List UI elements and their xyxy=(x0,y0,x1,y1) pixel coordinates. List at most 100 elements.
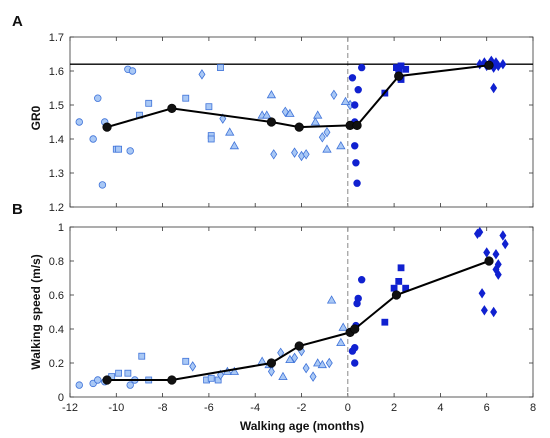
panel-b-data-point-diamond xyxy=(325,357,333,369)
panel-a-data-point-diamond xyxy=(291,147,299,158)
panel-a-data-point-diamond xyxy=(281,106,289,118)
panel-b-data-point-square xyxy=(397,264,405,272)
panel-b-mean-point xyxy=(350,324,360,334)
panel-b-data-point-diamond xyxy=(476,226,484,238)
panel-b-data-point-square xyxy=(182,357,190,365)
panel-a-plot-area xyxy=(69,36,534,208)
panel-b-data-point-triangle xyxy=(229,366,240,375)
panel-a-data-point-diamond xyxy=(323,126,331,138)
panel-b-data-point-diamond xyxy=(490,306,498,318)
panel-b-data-point-circle xyxy=(75,381,83,389)
panel-b-plot-area xyxy=(69,226,534,398)
panel-a-data-point-diamond xyxy=(270,149,278,160)
panel-a-data-point-diamond xyxy=(302,149,310,160)
panel-b-data-point-circle xyxy=(351,344,359,352)
panel-a-data-point-square xyxy=(217,64,224,71)
panel-a-mean-point xyxy=(167,103,177,113)
panel-a-data-point-triangle xyxy=(340,96,351,105)
panel-b-mean-point xyxy=(391,290,402,300)
panel-a-mean-point xyxy=(294,122,304,132)
panel-a-data-point-circle xyxy=(89,135,97,143)
panel-b-x-tick-label: 4 xyxy=(437,402,443,414)
panel-b-data-point-triangle xyxy=(317,359,328,369)
panel-a-mean-line xyxy=(106,64,490,129)
panel-b-y-tick-label: 0.8 xyxy=(49,256,64,268)
panel-a-y-tick-label: 1.7 xyxy=(49,32,64,44)
panel-b-x-tick-label: -4 xyxy=(250,402,260,414)
panel-a-mean-point xyxy=(266,117,277,127)
panel-b-data-point-triangle xyxy=(313,358,323,367)
panel-a-data-point-triangle xyxy=(262,110,272,119)
panel-b-plot: -12 -10 -8 -6 -4 -2 0 2 4 6 8 0 0.2 0.4 0.6 0.8 1 xyxy=(49,222,536,414)
panel-b-data-point-diamond xyxy=(267,366,275,377)
panel-b-data-point-diamond xyxy=(478,288,486,299)
panel-b-y-tick-label: 0 xyxy=(58,392,64,404)
panel-b-y-axis-label: Walking speed (m/s) xyxy=(29,254,43,370)
panel-a-data-point-square xyxy=(182,94,190,102)
panel-b-data-point-circle xyxy=(94,376,102,384)
panel-a-data-point-diamond xyxy=(490,82,498,94)
panel-b-data-point-square xyxy=(390,284,398,292)
panel-b-data-point-triangle xyxy=(336,337,346,347)
panel-a-data-point-triangle xyxy=(313,110,323,119)
panel-a-data-point-circle xyxy=(351,101,359,109)
panel-b-data-point-diamond xyxy=(494,259,502,270)
panel-a-data-point-triangle xyxy=(336,140,346,150)
panel-b-x-axis-label: Walking age (months) xyxy=(240,419,364,433)
panel-b-data-point-triangle xyxy=(278,371,288,381)
panel-a-data-point-circle xyxy=(128,67,137,75)
panel-a-data-point-diamond xyxy=(198,69,206,80)
panel-a-y-tick-label: 1.3 xyxy=(49,168,64,180)
panel-b-data-point-circle xyxy=(351,359,359,367)
panel-b-y-tick-label: 1 xyxy=(58,222,64,234)
panel-a-data-point-circle xyxy=(351,142,359,150)
panel-b-y-tick-label: 0.4 xyxy=(49,324,64,336)
panel-a-letter: A xyxy=(12,13,23,30)
panel-a-data-point-triangle xyxy=(322,144,332,153)
panel-a-data-point-triangle xyxy=(229,140,240,150)
panel-a-y-tick-label: 1.4 xyxy=(49,134,64,146)
panel-b-data-point-square xyxy=(124,369,132,377)
panel-a-data-point-diamond xyxy=(499,58,507,70)
panel-b-x-tick-label: -2 xyxy=(297,402,307,414)
panel-a-y-axis-label: GR0 xyxy=(29,105,43,130)
panel-a-data-point-circle xyxy=(75,118,83,126)
panel-b-x-tick-label: -8 xyxy=(158,402,168,414)
panel-a-data-point-square xyxy=(207,135,215,143)
panel-a-data-point-circle xyxy=(126,147,134,155)
panel-a-data-point-square xyxy=(145,99,153,107)
panel-b-y-tick-label: 0.6 xyxy=(49,290,64,302)
panel-b-data-point-triangle xyxy=(326,295,337,304)
panel-b-mean-point xyxy=(294,341,304,351)
panel-b-data-point-circle xyxy=(357,276,366,284)
panel-a-data-point-triangle xyxy=(310,117,321,126)
panel-a-data-point-square xyxy=(402,65,410,73)
panel-b-data-point-square xyxy=(115,369,123,377)
panel-b-letter: B xyxy=(12,201,23,218)
panel-b-data-point-square xyxy=(381,318,389,326)
panel-b-x-tick-label: -6 xyxy=(204,402,214,414)
panel-b-data-point-diamond xyxy=(494,269,502,280)
panel-b-mean-point xyxy=(167,375,177,385)
panel-a-data-point-diamond xyxy=(318,132,326,143)
panel-a-plot: 1.2 1.3 1.4 1.5 1.6 1.7 xyxy=(49,32,534,214)
panel-a-mean-point xyxy=(394,71,404,81)
panel-b-data-point-square xyxy=(207,374,215,382)
panel-b-data-point-square xyxy=(395,277,403,285)
panel-b-mean-line xyxy=(107,260,490,381)
panel-b-mean-point xyxy=(102,375,112,385)
panel-b-y-tick-label: 0.2 xyxy=(49,358,64,370)
panel-b-data-point-diamond xyxy=(501,238,509,250)
panel-b-data-point-diamond xyxy=(291,352,299,364)
panel-a-data-point-square xyxy=(115,145,123,153)
panel-a-y-tick-label: 1.2 xyxy=(49,202,64,214)
panel-a-data-point-diamond xyxy=(330,89,338,101)
panel-b-mean-point xyxy=(484,256,494,266)
panel-b-data-point-diamond xyxy=(302,362,310,374)
panel-b-data-point-diamond xyxy=(499,230,507,241)
panel-b-mean-point xyxy=(266,358,277,368)
panel-b-data-point-diamond xyxy=(480,305,488,316)
panel-a-y-tick-label: 1.6 xyxy=(49,66,64,78)
panel-a-mean-point xyxy=(102,122,112,132)
